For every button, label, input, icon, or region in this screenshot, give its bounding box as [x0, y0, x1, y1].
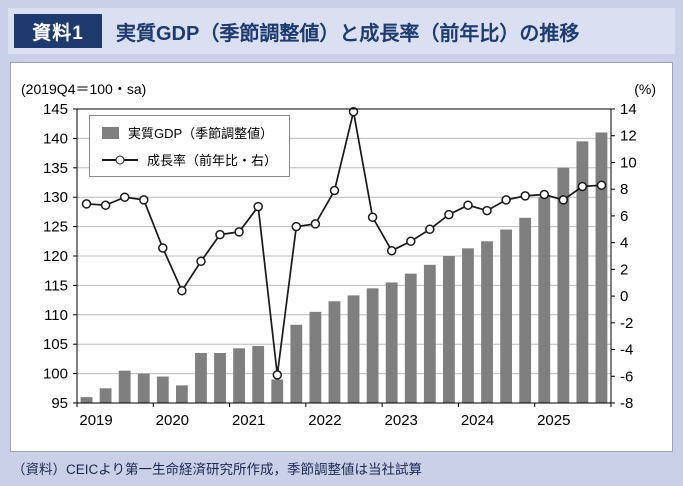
- svg-text:140: 140: [43, 130, 68, 147]
- svg-text:2025: 2025: [537, 412, 570, 429]
- legend-item-growth-line: 成長率（前年比・右）: [102, 150, 277, 169]
- svg-text:-8: -8: [620, 395, 633, 412]
- right-axis-unit-label: (%): [634, 81, 656, 97]
- bar-series-swatch-icon: [102, 126, 119, 139]
- svg-text:135: 135: [43, 160, 68, 177]
- svg-text:2023: 2023: [385, 412, 418, 429]
- gdp-growth-chart: 145 140 135 130 125 120 115 110 105 100 95 14 12 10 8 6…: [43, 101, 637, 429]
- svg-text:10: 10: [620, 154, 637, 171]
- source-note: （資料）CEICより第一生命経済研究所作成，季節調整値は当社試算: [12, 462, 422, 477]
- svg-text:6: 6: [620, 208, 628, 225]
- svg-text:-6: -6: [620, 368, 633, 385]
- svg-text:2: 2: [620, 261, 628, 278]
- svg-text:-4: -4: [620, 342, 633, 359]
- chart-panel: (2019Q4＝100・sa) (%) 145 140 135 130 125 120 11…: [10, 62, 673, 452]
- x-axis-year-labels: 2019 2020 2021 2022 2023 2024 2025: [79, 412, 570, 429]
- legend-item-gdp-bars: 実質GDP（季節調整値）: [102, 123, 277, 142]
- svg-text:95: 95: [51, 395, 68, 412]
- svg-text:120: 120: [43, 248, 68, 265]
- svg-text:2019: 2019: [79, 412, 112, 429]
- svg-text:130: 130: [43, 189, 68, 206]
- chart-legend: 実質GDP（季節調整値） 成長率（前年比・右）: [89, 115, 291, 177]
- svg-text:100: 100: [43, 366, 68, 383]
- legend-label-gdp: 実質GDP（季節調整値）: [128, 126, 274, 141]
- svg-text:110: 110: [44, 307, 68, 324]
- right-axis-tick-labels: 14 12 10 8 6 4 2 0 -2 -4 -6 -8: [620, 101, 637, 412]
- svg-text:14: 14: [620, 101, 637, 118]
- svg-text:125: 125: [43, 219, 68, 236]
- document-badge: 資料1: [14, 14, 102, 48]
- svg-text:2024: 2024: [461, 412, 494, 429]
- gdp-bars: [80, 132, 608, 403]
- svg-text:105: 105: [43, 336, 68, 353]
- svg-text:4: 4: [620, 235, 628, 252]
- growth-line: [86, 111, 602, 376]
- page-title: 実質GDP（季節調整値）と成長率（前年比）の推移: [116, 22, 580, 45]
- svg-text:-2: -2: [620, 315, 633, 332]
- legend-label-growth: 成長率（前年比・右）: [147, 153, 278, 168]
- svg-text:8: 8: [620, 181, 628, 198]
- header: 資料1 実質GDP（季節調整値）と成長率（前年比）の推移: [8, 8, 675, 54]
- svg-text:2020: 2020: [156, 412, 189, 429]
- svg-text:0: 0: [620, 288, 628, 305]
- growth-markers: [81, 106, 607, 380]
- svg-text:145: 145: [43, 101, 68, 118]
- svg-text:115: 115: [44, 277, 68, 294]
- left-axis-unit-label: (2019Q4＝100・sa): [21, 81, 147, 97]
- svg-text:2021: 2021: [232, 412, 265, 429]
- axis-ticks: [73, 108, 615, 407]
- svg-text:12: 12: [620, 128, 637, 145]
- svg-text:2022: 2022: [308, 412, 341, 429]
- line-series-marker-icon: [102, 154, 138, 166]
- left-axis-tick-labels: 145 140 135 130 125 120 115 110 105 100 95: [43, 101, 68, 412]
